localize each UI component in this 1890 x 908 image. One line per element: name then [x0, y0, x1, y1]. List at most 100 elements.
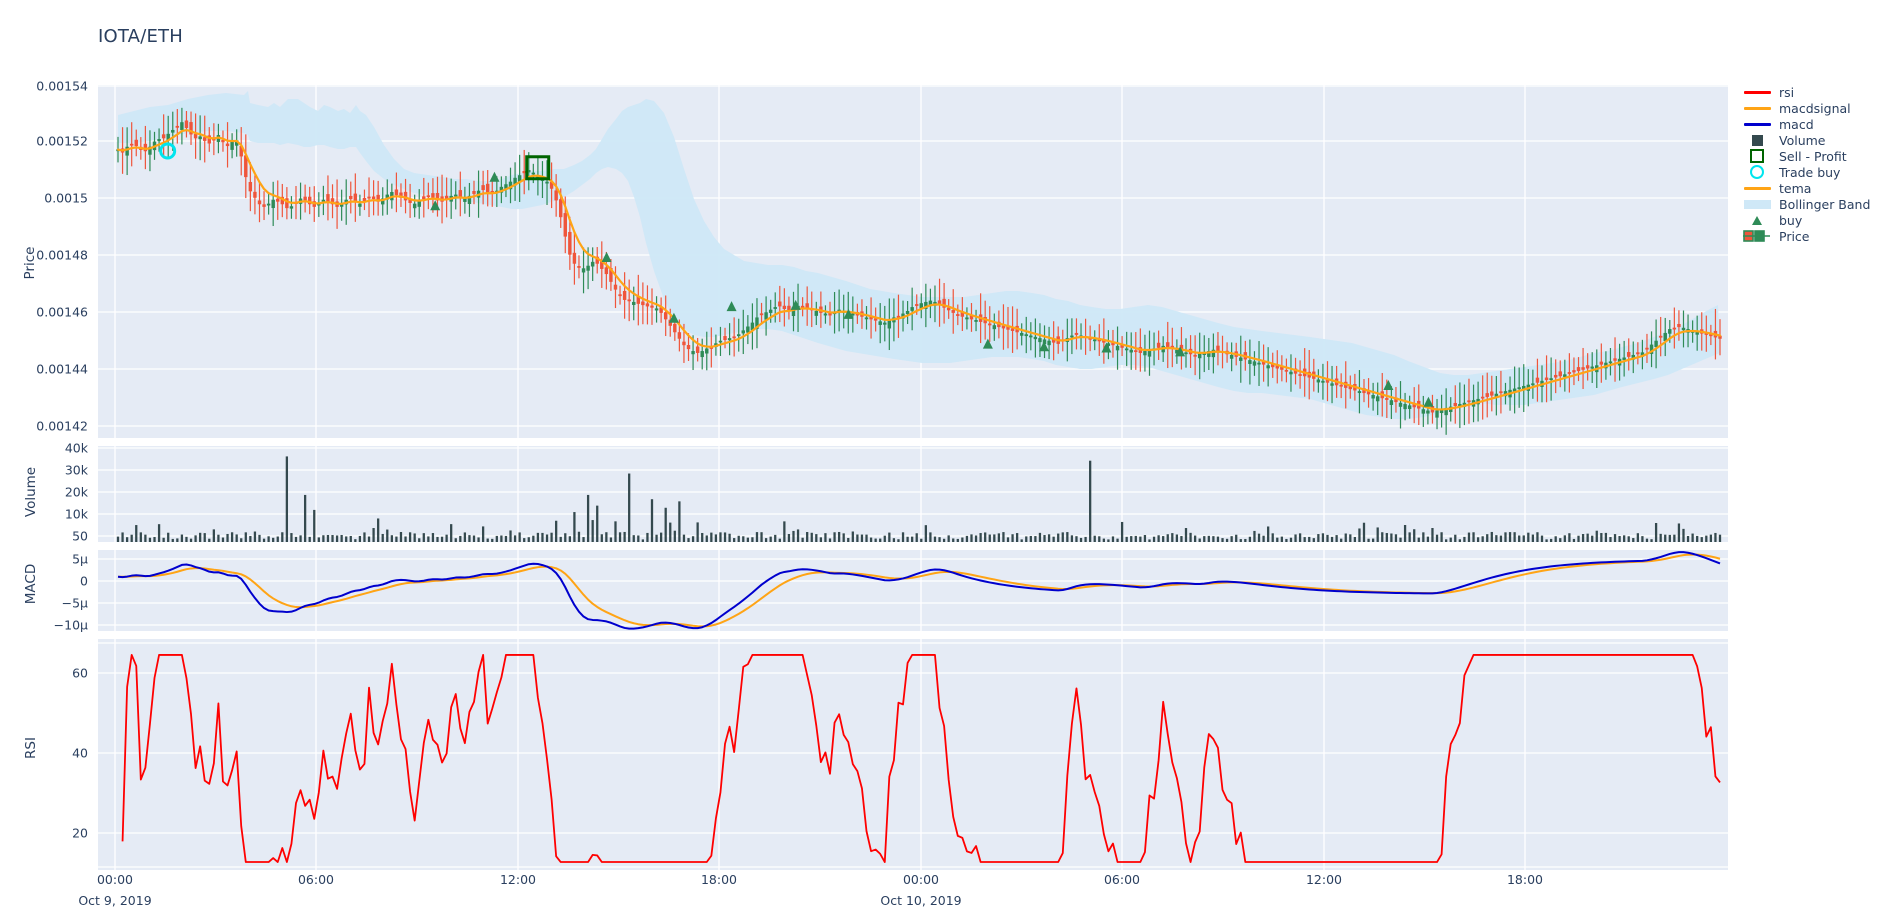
- volume-bar: [1623, 535, 1626, 542]
- volume-bar: [1668, 534, 1671, 542]
- volume-bar: [1540, 535, 1544, 542]
- volume-bar: [555, 520, 558, 542]
- axis-tick-label: 40: [72, 745, 88, 761]
- volume-bar: [1718, 534, 1722, 542]
- buy-marker: [1175, 346, 1186, 357]
- macd-line: [117, 551, 1721, 630]
- volume-bar: [851, 531, 854, 542]
- legend-item-label: buy: [1779, 212, 1803, 228]
- volume-bar: [331, 535, 334, 542]
- volume-bar: [646, 532, 649, 542]
- buy-marker: [1038, 341, 1049, 352]
- volume-bar: [1394, 534, 1398, 542]
- volume-bar: [1613, 534, 1617, 542]
- legend-item-sell-profit[interactable]: Sell - Profit: [1742, 148, 1890, 164]
- volume-bar: [116, 536, 120, 542]
- legend-item-macdsignal[interactable]: macdsignal: [1742, 100, 1890, 116]
- volume-bar: [1367, 538, 1370, 542]
- volume-bar: [988, 534, 991, 542]
- buy-marker: [1423, 396, 1434, 407]
- volume-bar: [673, 530, 676, 542]
- volume-bar: [1627, 536, 1630, 542]
- volume-bar: [920, 538, 923, 542]
- sell-profit-markers: [525, 155, 551, 181]
- volume-bar: [1445, 539, 1448, 542]
- volume-bar: [865, 534, 868, 542]
- volume-bar: [1645, 538, 1649, 542]
- volume-bar: [1089, 460, 1092, 542]
- axis-tick-label: 20: [72, 825, 88, 841]
- volume-bar: [1043, 535, 1046, 542]
- volume-bar: [961, 537, 964, 542]
- volume-bar: [299, 535, 302, 542]
- volume-bar: [1116, 538, 1119, 542]
- volume-bar: [774, 534, 777, 542]
- volume-bar: [828, 538, 832, 542]
- volume-bar: [915, 533, 918, 542]
- volume-bar: [532, 535, 535, 542]
- legend-item-buy[interactable]: buy: [1742, 212, 1890, 228]
- legend-item-bollinger-band[interactable]: Bollinger Band: [1742, 196, 1890, 212]
- volume-bar: [1399, 537, 1402, 542]
- volume-bar: [938, 537, 941, 542]
- volume-bar: [185, 536, 188, 542]
- volume-bar: [1193, 535, 1197, 542]
- volume-bar: [363, 532, 366, 542]
- volume-bar: [1308, 536, 1311, 542]
- volume-bar: [1029, 535, 1032, 542]
- volume-bar: [377, 518, 380, 542]
- legend-item-label: Volume: [1779, 132, 1826, 148]
- volume-bar: [933, 536, 937, 542]
- buy-marker: [1101, 342, 1112, 353]
- volume-bar: [418, 538, 421, 542]
- volume-bar: [628, 473, 631, 542]
- volume-bar: [1084, 536, 1087, 542]
- volume-bar: [888, 532, 891, 542]
- volume-bars: [116, 456, 1722, 542]
- volume-bar: [1604, 532, 1608, 542]
- legend-item-tema[interactable]: tema: [1742, 180, 1890, 196]
- volume-bar: [586, 494, 590, 542]
- volume-bar: [1495, 535, 1498, 542]
- volume-bar: [892, 538, 896, 542]
- volume-bar: [536, 532, 540, 542]
- volume-bar: [705, 535, 708, 542]
- volume-bar: [1180, 536, 1183, 542]
- volume-bar: [1691, 533, 1694, 542]
- volume-bar: [395, 536, 398, 542]
- tema-line: [116, 128, 1722, 411]
- volume-bar: [1025, 536, 1028, 542]
- volume-bar: [1531, 534, 1535, 542]
- volume-bar: [856, 534, 859, 542]
- volume-bar: [431, 533, 435, 542]
- legend-item-label: Sell - Profit: [1779, 148, 1847, 164]
- volume-bar: [1175, 534, 1179, 542]
- legend-item-rsi[interactable]: rsi: [1742, 84, 1890, 100]
- volume-bar: [1326, 534, 1329, 542]
- volume-bar: [632, 535, 635, 542]
- volume-bar: [518, 532, 521, 542]
- volume-bar: [130, 534, 133, 542]
- volume-bar: [1344, 533, 1347, 542]
- volume-bar: [947, 535, 950, 542]
- volume-bar: [1559, 538, 1562, 542]
- volume-bar: [240, 538, 243, 542]
- x-axis-tick-label: 06:00: [297, 872, 335, 887]
- buy-marker: [668, 312, 679, 323]
- volume-bar: [153, 537, 156, 542]
- legend-item-volume[interactable]: Volume: [1742, 132, 1890, 148]
- volume-bar: [819, 537, 823, 542]
- volume-bar: [783, 521, 786, 542]
- volume-bar: [1006, 537, 1010, 542]
- volume-bar: [272, 537, 275, 542]
- volume-bar: [906, 536, 909, 542]
- volume-bar: [1285, 538, 1288, 542]
- legend-item-macd[interactable]: macd: [1742, 116, 1890, 132]
- volume-bar: [568, 536, 571, 542]
- volume-bar: [1235, 534, 1238, 542]
- legend-item-price[interactable]: Price: [1742, 228, 1890, 244]
- legend-item-trade-buy[interactable]: Trade buy: [1742, 164, 1890, 180]
- volume-bar: [733, 538, 736, 542]
- volume-bar: [308, 536, 311, 542]
- x-axis-date-label: Oct 10, 2019: [880, 893, 962, 908]
